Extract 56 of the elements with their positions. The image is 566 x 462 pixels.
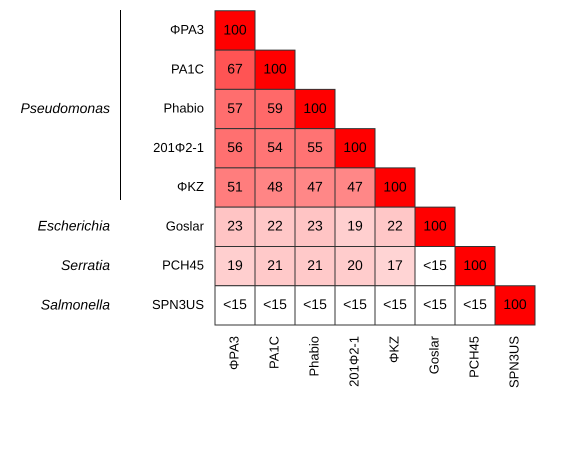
x-tick-label: PCH45 [466, 336, 482, 378]
x-tick-label: Phabio [306, 336, 322, 376]
x-tick-label: Goslar [426, 335, 442, 374]
data-label: 22 [267, 218, 283, 234]
x-tick-label: 201Φ2-1 [346, 336, 362, 387]
data-label: 19 [227, 256, 243, 273]
y-tick-label: PA1C [171, 61, 204, 76]
text: <15 [423, 296, 447, 312]
data-label: 100 [263, 60, 287, 77]
text: Serratia [60, 256, 110, 273]
y-tick-label: Phabio [164, 100, 204, 116]
text: Pseudomonas [20, 100, 110, 116]
data-label: 17 [387, 256, 403, 273]
data-label: 100 [303, 100, 327, 116]
x-tick-label: ΦKZ [386, 336, 402, 363]
data-label: 56 [227, 139, 243, 156]
data-label: 51 [227, 178, 243, 194]
y-tick-label: SPN3US [152, 296, 204, 312]
text: <15 [463, 296, 487, 312]
y-tick-label: ΦKZ [177, 179, 204, 194]
text: <15 [303, 296, 327, 312]
text: <15 [263, 296, 287, 312]
data-label: 59 [267, 100, 283, 116]
data-label: 67 [227, 60, 243, 77]
data-label: 57 [227, 100, 243, 116]
data-label: 100 [223, 21, 247, 38]
x-tick-label: PA1C [266, 336, 282, 369]
data-label: 47 [347, 178, 363, 194]
data-label: 100 [463, 256, 487, 273]
data-label: 22 [387, 218, 403, 234]
data-label: 20 [347, 256, 363, 273]
text: Salmonella [40, 296, 110, 312]
data-label: 21 [307, 256, 323, 273]
data-label: 19 [347, 218, 363, 234]
x-tick-label: SPN3US [506, 336, 522, 388]
y-tick-label: 201Φ2-1 [153, 140, 204, 155]
data-label: 47 [307, 178, 323, 194]
data-label: 54 [267, 139, 283, 156]
data-label: 100 [423, 218, 447, 234]
text: <15 [343, 296, 367, 312]
data-label: 48 [267, 178, 283, 194]
text: <15 [383, 296, 407, 312]
y-tick-label: ΦPA3 [170, 22, 204, 38]
data-label: 100 [383, 178, 407, 194]
data-label: 23 [227, 218, 243, 234]
x-tick-label: ΦPA3 [226, 336, 242, 370]
y-tick-label: PCH45 [162, 258, 204, 273]
data-label: 100 [503, 296, 527, 312]
text: <15 [223, 296, 247, 312]
text: Escherichia [38, 218, 110, 234]
data-label: 55 [307, 139, 323, 156]
data-label: 21 [267, 256, 283, 273]
y-tick-label: Goslar [166, 218, 205, 234]
data-label: 100 [343, 139, 367, 156]
text: <15 [423, 256, 447, 273]
data-label: 23 [307, 218, 323, 234]
